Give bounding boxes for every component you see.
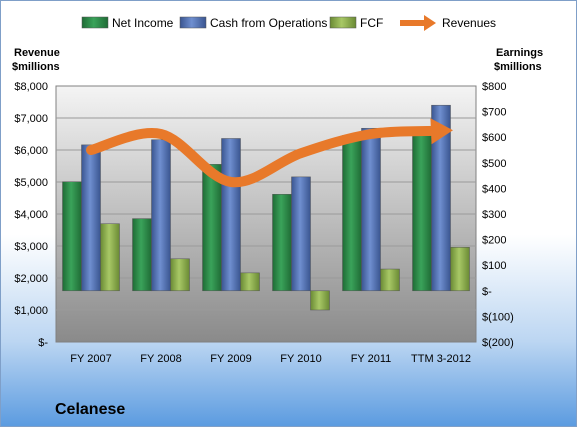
revenue-line-layer (86, 118, 453, 188)
right-tick-label: $(200) (482, 337, 514, 349)
bar-fcf (100, 223, 120, 292)
bars (62, 104, 470, 311)
right-tick-label: $400 (482, 183, 506, 195)
x-tick-label: FY 2007 (70, 353, 111, 365)
left-tick-label: $7,000 (14, 113, 48, 125)
left-tick-label: $6,000 (14, 145, 48, 157)
right-tick-label: $500 (482, 158, 506, 170)
bar-net-income (62, 181, 82, 292)
x-tick-label: FY 2009 (210, 353, 251, 365)
line-revenues (86, 125, 446, 188)
right-tick-label: $- (482, 286, 492, 298)
left-axis-title-line2: $millions (12, 61, 60, 73)
right-axis-ticks: $(200) $(100) $- $100 $200 $300 $400 $500 $600 $7… (482, 81, 514, 349)
left-axis-title-line1: Revenue (14, 47, 60, 59)
x-tick-label: FY 2010 (280, 353, 321, 365)
x-tick-label: TTM 3-2012 (411, 353, 471, 365)
legend-label: Cash from Operations (210, 16, 327, 30)
right-tick-label: $100 (482, 260, 506, 272)
left-tick-label: $4,000 (14, 209, 48, 221)
right-axis-title-line2: $millions (494, 61, 542, 73)
left-tick-label: $2,000 (14, 273, 48, 285)
bar-fcf (450, 247, 470, 292)
bar-cash-from-operations (361, 127, 381, 292)
bar-cash-from-operations (221, 138, 241, 292)
x-tick-label: FY 2011 (351, 353, 392, 365)
bar-fcf (240, 272, 260, 292)
left-tick-label: $- (38, 337, 48, 349)
company-name: Celanese (55, 401, 125, 418)
bar-net-income (132, 218, 152, 292)
bar-cash-from-operations (81, 144, 101, 292)
left-tick-label: $1,000 (14, 305, 48, 317)
bar-net-income (342, 135, 362, 292)
bar-cash-from-operations (291, 176, 311, 292)
legend-swatch (329, 16, 357, 29)
legend-label: Revenues (442, 16, 496, 30)
right-axis-title-line1: Earnings (496, 47, 543, 59)
gridlines (56, 117, 476, 311)
legend-arrow-icon (424, 15, 436, 31)
right-tick-label: $600 (482, 132, 506, 144)
bar-net-income (272, 194, 292, 292)
right-tick-label: $700 (482, 107, 506, 119)
revenues-arrowhead (430, 118, 453, 145)
right-tick-label: $300 (482, 209, 506, 221)
bar-fcf (170, 258, 190, 292)
left-axis-ticks: $- $1,000 $2,000 $3,000 $4,000 $5,000 $6,000 $7… (14, 81, 48, 349)
legend-label: FCF (360, 16, 383, 30)
legend-swatch (179, 16, 207, 29)
right-tick-label: $800 (482, 81, 506, 93)
bar-net-income (202, 164, 222, 292)
bar-cash-from-operations (431, 104, 451, 292)
left-tick-label: $5,000 (14, 177, 48, 189)
left-tick-label: $8,000 (14, 81, 48, 93)
x-axis-labels: FY 2007 FY 2008 FY 2009 FY 2010 FY 2011 TTM 3… (70, 353, 471, 365)
x-tick-label: FY 2008 (140, 353, 181, 365)
left-tick-label: $3,000 (14, 241, 48, 253)
bar-cash-from-operations (151, 139, 171, 292)
legend: Net Income Cash from Operations FCF Revenue… (81, 15, 496, 31)
legend-label: Net Income (112, 16, 174, 30)
bar-fcf (310, 290, 330, 311)
bar-fcf (380, 268, 400, 292)
legend-swatch (81, 16, 109, 29)
right-tick-label: $200 (482, 235, 506, 247)
right-tick-label: $(100) (482, 311, 514, 323)
bar-net-income (412, 131, 432, 292)
